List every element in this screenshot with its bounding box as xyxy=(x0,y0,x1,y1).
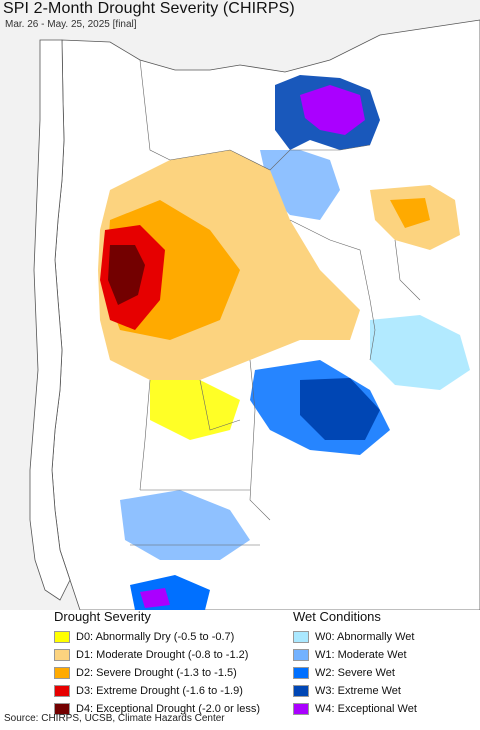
legend-item-d1: D1: Moderate Drought (-0.8 to -1.2) xyxy=(54,646,260,664)
legend-label-d0: D0: Abnormally Dry (-0.5 to -0.7) xyxy=(76,631,235,643)
moderate-wet-south xyxy=(120,490,250,560)
legend-label-w1: W1: Moderate Wet xyxy=(315,649,407,661)
legend-item-w0: W0: Abnormally Wet xyxy=(293,628,417,646)
extreme-wet-pampas xyxy=(300,378,380,440)
legend-swatch-w3 xyxy=(293,685,309,697)
legend-item-d0: D0: Abnormally Dry (-0.5 to -0.7) xyxy=(54,628,260,646)
legend-item-w4: W4: Exceptional Wet xyxy=(293,700,417,718)
legend-label-w0: W0: Abnormally Wet xyxy=(315,631,415,643)
legend-swatch-d4 xyxy=(54,703,70,715)
legend-swatch-w1 xyxy=(293,649,309,661)
legend-item-w1: W1: Moderate Wet xyxy=(293,646,417,664)
chile-strip xyxy=(29,39,71,601)
legend-swatch-d3 xyxy=(54,685,70,697)
legend-label-d2: D2: Severe Drought (-1.3 to -1.5) xyxy=(76,667,237,679)
legend-swatch-w2 xyxy=(293,667,309,679)
legend-swatch-w0 xyxy=(293,631,309,643)
drought-map xyxy=(0,0,480,610)
exceptional-wet-north xyxy=(300,85,365,135)
drought-legend-heading: Drought Severity xyxy=(54,609,151,624)
map-subtitle: Mar. 26 - May. 25, 2025 [final] xyxy=(5,19,137,30)
legend-item-w3: W3: Extreme Wet xyxy=(293,682,417,700)
exceptional-wet-south xyxy=(140,588,170,608)
severe-dry-east xyxy=(390,198,430,228)
legend: Drought Severity D0: Abnormally Dry (-0.… xyxy=(0,610,480,715)
legend-label-d3: D3: Extreme Drought (-1.6 to -1.9) xyxy=(76,685,243,697)
wet-legend: Wet Conditions W0: Abnormally Wet W1: Mo… xyxy=(293,610,417,718)
legend-item-d3: D3: Extreme Drought (-1.6 to -1.9) xyxy=(54,682,260,700)
legend-label-w3: W3: Extreme Wet xyxy=(315,685,401,697)
abnormally-wet-east xyxy=(370,315,470,390)
legend-label-d4: D4: Exceptional Drought (-2.0 or less) xyxy=(76,703,261,715)
wet-legend-heading: Wet Conditions xyxy=(293,609,381,624)
legend-swatch-w4 xyxy=(293,703,309,715)
legend-item-d4: D4: Exceptional Drought (-2.0 or less) xyxy=(54,700,260,718)
legend-item-d2: D2: Severe Drought (-1.3 to -1.5) xyxy=(54,664,260,682)
exceptional-drought-west xyxy=(108,245,145,305)
legend-swatch-d2 xyxy=(54,667,70,679)
map-title: SPI 2-Month Drought Severity (CHIRPS) xyxy=(3,0,295,17)
borders xyxy=(130,59,421,546)
legend-label-w2: W2: Severe Wet xyxy=(315,667,395,679)
legend-swatch-d0 xyxy=(54,631,70,643)
legend-swatch-d1 xyxy=(54,649,70,661)
legend-label-d1: D1: Moderate Drought (-0.8 to -1.2) xyxy=(76,649,249,661)
abnormally-dry-central xyxy=(150,380,240,440)
legend-item-w2: W2: Severe Wet xyxy=(293,664,417,682)
source-credit: Source: CHIRPS, UCSB, Climate Hazards Ce… xyxy=(4,713,225,724)
legend-label-w4: W4: Exceptional Wet xyxy=(315,703,417,715)
drought-legend: Drought Severity D0: Abnormally Dry (-0.… xyxy=(54,610,260,718)
